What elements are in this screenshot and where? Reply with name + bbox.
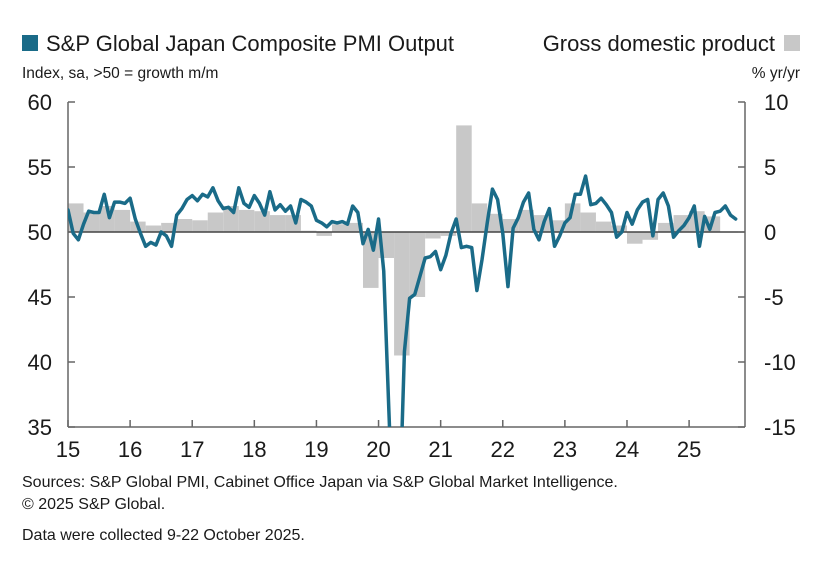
- x-tick-label: 20: [366, 437, 390, 462]
- gdp-bar: [238, 209, 255, 232]
- right-tick-label: -5: [764, 285, 784, 310]
- copyright-note: © 2025 S&P Global.: [22, 496, 165, 513]
- gdp-bar: [425, 232, 441, 239]
- collection-note: Data were collected 9-22 October 2025.: [22, 527, 305, 544]
- right-tick-label: 0: [764, 220, 776, 245]
- pmi-line-layer: [68, 174, 738, 427]
- axes: [67, 101, 746, 428]
- right-tick-label: 10: [764, 90, 788, 115]
- gdp-bar: [331, 224, 348, 232]
- gdp-bar: [595, 221, 612, 232]
- gdp-bar: [564, 203, 581, 232]
- gdp-bar: [440, 232, 457, 236]
- x-tick-label: 16: [118, 437, 142, 462]
- gdp-bar: [176, 219, 193, 232]
- sources-note: Sources: S&P Global PMI, Cabinet Office …: [22, 474, 618, 491]
- left-tick-label: 50: [28, 220, 52, 245]
- left-tick-label: 55: [28, 155, 52, 180]
- gdp-bar: [456, 125, 472, 232]
- right-axis-unit: % yr/yr: [752, 65, 800, 82]
- left-axis-unit: Index, sa, >50 = growth m/m: [22, 65, 218, 82]
- gdp-bar: [145, 225, 162, 232]
- gdp-bar: [207, 212, 224, 232]
- legend-bar-swatch: [784, 35, 800, 51]
- left-tick-label: 45: [28, 285, 52, 310]
- gdp-bar: [580, 212, 596, 232]
- gdp-bar: [642, 232, 659, 240]
- gdp-bar: [254, 211, 270, 232]
- x-tick-label: 22: [491, 437, 515, 462]
- gdp-bar: [549, 220, 565, 232]
- gdp-bars: [68, 125, 721, 356]
- legend-line-label: S&P Global Japan Composite PMI Output: [46, 31, 454, 56]
- gdp-bar: [269, 215, 286, 232]
- tick-labels: 35 40 45 50 55 60 -15 -10 -5 0 5 10 15 16 17 18 19 20 21 22…: [28, 90, 796, 462]
- left-tick-label: 60: [28, 90, 52, 115]
- left-tick-label: 35: [28, 415, 52, 440]
- x-tick-label: 21: [428, 437, 452, 462]
- gdp-bar: [626, 232, 643, 244]
- x-tick-label: 15: [56, 437, 80, 462]
- legend-line-swatch: [22, 35, 38, 51]
- x-tick-label: 18: [242, 437, 266, 462]
- x-tick-label: 24: [615, 437, 639, 462]
- gdp-bar: [471, 203, 488, 232]
- gdp-bar: [114, 209, 131, 232]
- gdp-bar: [673, 215, 690, 232]
- right-tick-label: -10: [764, 350, 796, 375]
- legend-bar-label: Gross domestic product: [543, 31, 775, 56]
- right-tick-label: -15: [764, 415, 796, 440]
- gdp-bar: [161, 222, 177, 232]
- gdp-bar: [658, 222, 674, 232]
- gdp-bar: [347, 222, 364, 232]
- x-tick-label: 23: [553, 437, 577, 462]
- x-tick-label: 17: [180, 437, 204, 462]
- gdp-bar: [192, 220, 208, 232]
- gdp-bar: [316, 232, 332, 236]
- x-tick-label: 25: [677, 437, 701, 462]
- gdp-bar: [611, 225, 627, 232]
- right-tick-label: 5: [764, 155, 776, 180]
- gdp-bar: [409, 232, 426, 297]
- left-tick-label: 40: [28, 350, 52, 375]
- legend: S&P Global Japan Composite PMI Output Gr…: [22, 31, 800, 56]
- pmi-line: [68, 174, 738, 427]
- gdp-bar: [518, 209, 534, 232]
- x-tick-label: 19: [304, 437, 328, 462]
